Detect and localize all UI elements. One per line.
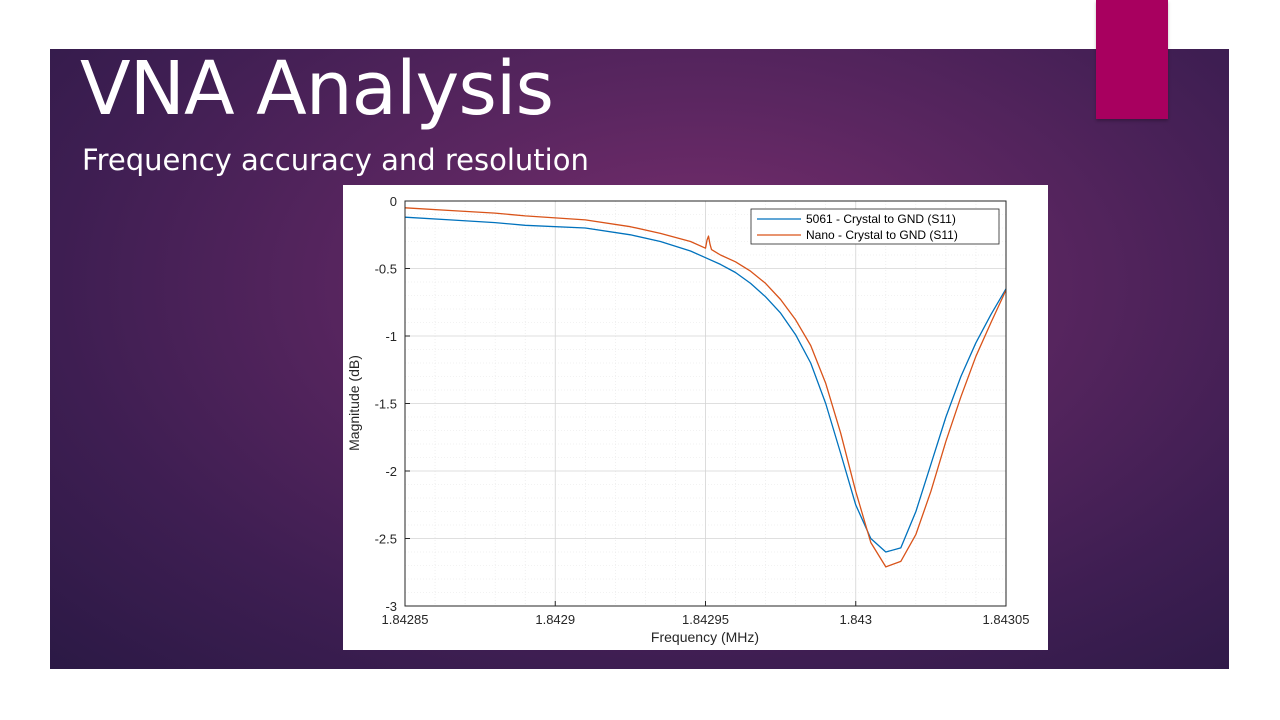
x-tick-label: 1.84285 [382,612,429,627]
y-tick-label: -2.5 [375,532,397,547]
s11-magnitude-chart: 1.84285 1.8429 1.84295 1.843 1.84305 0 -0.5 -1 -… [346,194,1030,645]
slide-title: VNA Analysis [80,46,554,132]
ticks-layer: 1.84285 1.8429 1.84295 1.843 1.84305 0 -0.5 -1 -… [375,194,1030,627]
legend-label-nano: Nano - Crystal to GND (S11) [806,228,958,242]
series-layer [404,207,1007,568]
legend-label-5061: 5061 - Crystal to GND (S11) [806,212,956,226]
chart-panel: 1.84285 1.8429 1.84295 1.843 1.84305 0 -0.5 -1 -… [343,185,1048,650]
x-tick-label: 1.8429 [535,612,575,627]
accent-bar [1096,0,1168,119]
y-tick-label: -1.5 [375,397,397,412]
legend: 5061 - Crystal to GND (S11) Nano - Cryst… [750,208,1000,245]
x-axis-label: Frequency (MHz) [651,629,759,645]
x-tick-label: 1.84305 [983,612,1030,627]
y-tick-label: -0.5 [375,262,397,277]
series-line-nano [404,207,1007,568]
y-tick-label: 0 [390,194,397,209]
legend-box [750,208,1000,245]
y-tick-label: -1 [385,329,397,344]
slide-subtitle: Frequency accuracy and resolution [82,143,589,177]
y-axis-label: Magnitude (dB) [346,355,362,451]
y-tick-label: -2 [385,464,397,479]
series-line-5061 [404,216,1007,553]
x-tick-label: 1.843 [839,612,872,627]
x-tick-label: 1.84295 [682,612,729,627]
y-tick-label: -3 [385,599,397,614]
